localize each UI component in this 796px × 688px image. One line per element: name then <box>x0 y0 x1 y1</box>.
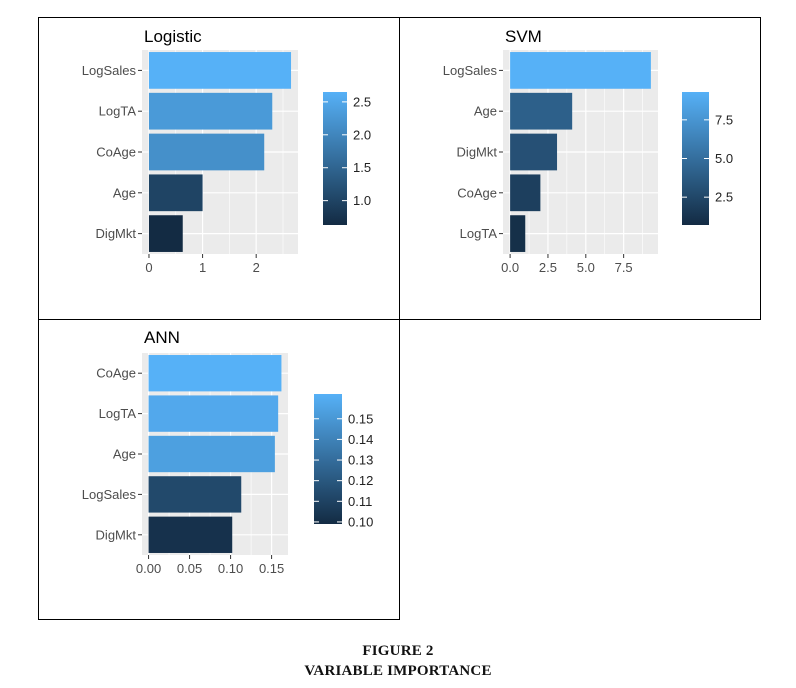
legend-colorbar <box>323 92 347 225</box>
y-tick-label: LogTA <box>460 226 498 241</box>
legend-tick-label: 0.14 <box>348 432 373 447</box>
legend-tick-label: 2.5 <box>353 94 371 109</box>
legend-tick-label: 0.11 <box>348 494 372 509</box>
x-tick-label: 0.10 <box>218 561 243 576</box>
y-tick-label: Age <box>474 104 497 119</box>
legend-tick-label: 0.15 <box>348 411 373 426</box>
y-tick-label: Age <box>113 447 136 462</box>
bar-coage <box>148 133 265 171</box>
y-tick-label: CoAge <box>96 145 136 160</box>
x-tick-label: 5.0 <box>577 260 595 275</box>
bar-age <box>510 92 573 130</box>
y-tick-label: DigMkt <box>96 527 137 542</box>
chart-title: ANN <box>144 328 180 347</box>
y-tick-label: LogSales <box>82 487 137 502</box>
bar-logta <box>510 215 526 252</box>
x-tick-label: 0 <box>145 260 152 275</box>
ann-panel-frame <box>38 319 400 620</box>
figure-label: FIGURE 2 <box>362 643 434 659</box>
y-tick-label: DigMkt <box>96 226 137 241</box>
x-tick-label: 0.0 <box>501 260 519 275</box>
bar-logsales <box>148 476 242 513</box>
y-tick-label: LogTA <box>99 104 137 119</box>
y-tick-label: Age <box>113 185 136 200</box>
legend-tick-label: 1.0 <box>353 193 371 208</box>
chart-title: Logistic <box>144 27 202 46</box>
logistic-chart: Logistic LogSales LogTA CoAge Age DigMkt 0 1 2 1.… <box>82 27 371 275</box>
legend-tick-label: 7.5 <box>715 112 733 127</box>
x-tick-label: 2 <box>253 260 260 275</box>
svm-panel-frame <box>399 17 761 320</box>
legend-tick-label: 5.0 <box>715 151 733 166</box>
y-tick-label: LogSales <box>443 63 498 78</box>
legend-tick-label: 1.5 <box>353 160 371 175</box>
bar-digmkt <box>148 215 183 252</box>
x-tick-label: 0.15 <box>259 561 284 576</box>
x-tick-label: 7.5 <box>615 260 633 275</box>
legend-colorbar <box>314 394 342 524</box>
bar-logta <box>148 92 273 130</box>
y-tick-label: CoAge <box>96 366 136 381</box>
bar-coage <box>148 355 282 392</box>
x-tick-label: 1 <box>199 260 206 275</box>
svm-chart: SVM LogSales Age DigMkt CoAge LogTA 0.0 2.5 5.0 7… <box>443 27 733 275</box>
ann-chart: ANN CoAge LogTA Age LogSales DigMkt 0.00 0.05 0.… <box>82 328 374 576</box>
chart-title: SVM <box>505 27 542 46</box>
legend-tick-label: 2.5 <box>715 190 733 205</box>
y-tick-label: CoAge <box>457 185 497 200</box>
x-tick-label: 2.5 <box>539 260 557 275</box>
bar-digmkt <box>148 516 233 553</box>
bar-logsales <box>148 52 292 89</box>
legend-tick-label: 0.10 <box>348 514 373 529</box>
y-tick-label: LogSales <box>82 63 137 78</box>
x-tick-label: 0.00 <box>136 561 161 576</box>
legend-tick-label: 2.0 <box>353 127 371 142</box>
y-tick-label: LogTA <box>99 406 137 421</box>
figure-title: VARIABLE IMPORTANCE <box>304 663 492 679</box>
bar-coage <box>510 174 541 212</box>
bar-age <box>148 435 275 473</box>
bar-age <box>148 174 203 212</box>
bar-logsales <box>510 52 651 89</box>
bar-logta <box>148 395 279 432</box>
x-tick-label: 0.05 <box>177 561 202 576</box>
legend-tick-label: 0.12 <box>348 473 373 488</box>
y-tick-label: DigMkt <box>457 145 498 160</box>
legend-tick-label: 0.13 <box>348 453 373 468</box>
bar-digmkt <box>510 133 558 171</box>
